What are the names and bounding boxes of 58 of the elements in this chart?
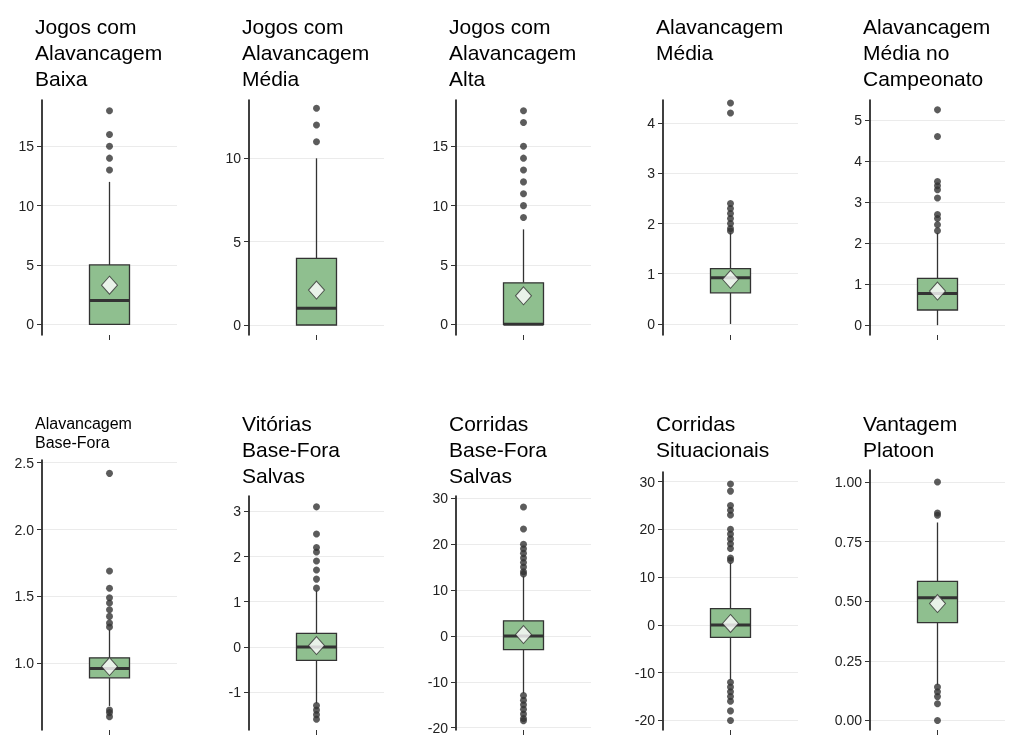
y-tick-label: 3 [854,194,863,211]
y-tick-label: 4 [647,115,656,132]
chart-title: Jogos com Alavancagem Alta [449,14,583,90]
chart-title: Alavancagem Média no Campeonato [863,14,997,90]
y-tick-label: 1.5 [14,588,35,605]
y-tick-label: -1 [228,684,242,701]
y-tick-label: 5 [440,256,449,273]
y-tick-label: -10 [634,664,656,681]
y-tick-label: 0 [647,315,656,332]
y-tick-label: 15 [432,138,449,155]
y-tick-label: -10 [427,673,449,690]
y-tick-label: 5 [233,233,242,250]
y-tick-label: 3 [233,503,242,520]
y-tick-label: 30 [639,473,656,490]
y-tick-label: 2 [233,548,242,565]
chart-title: Vantagem Platoon [863,411,964,461]
y-tick-label: 20 [639,521,656,538]
y-tick-label: 30 [432,490,449,507]
chart-title: Alavancagem Média [656,14,790,64]
y-tick-label: 1.00 [834,473,863,490]
y-tick-label: 10 [432,197,449,214]
y-tick-label: 10 [225,150,242,167]
chart-title: Jogos com Alavancagem Média [242,14,376,90]
y-tick-label: 5 [26,256,35,273]
chart-title: Alavancagem Base-Fora [35,415,137,451]
y-tick-label: 0.50 [834,593,863,610]
chart-title: Corridas Situacionais [656,411,770,461]
y-tick-label: 2.0 [14,521,35,538]
y-tick-label: 0.25 [834,652,863,669]
chart-title: Jogos com Alavancagem Baixa [35,14,169,90]
y-tick-label: 10 [639,569,656,586]
y-tick-label: 2.5 [14,454,35,471]
y-tick-label: 0 [440,627,449,644]
y-tick-label: 0 [647,616,656,633]
y-tick-label: 0 [26,316,35,333]
y-tick-label: 2 [854,235,863,252]
chart-title: Corridas Base-Fora Salvas [449,411,553,487]
y-tick-label: 10 [432,582,449,599]
y-tick-label: 1 [647,265,656,282]
y-tick-label: 0.75 [834,533,863,550]
y-tick-label: 0 [233,317,242,333]
y-tick-label: 2 [647,215,656,232]
y-tick-label: 5 [854,112,863,129]
y-tick-label: 3 [647,165,656,182]
y-tick-label: 0 [854,317,863,334]
y-tick-label: 1 [854,276,863,293]
y-tick-label: 0 [440,316,449,333]
y-tick-label: 1 [233,593,242,610]
y-tick-label: 1.0 [14,655,35,672]
y-tick-label: 0 [233,638,242,655]
y-tick-label: 4 [854,153,863,170]
y-tick-label: 20 [432,536,449,553]
chart-title: Vitórias Base-Fora Salvas [242,411,346,487]
y-tick-label: -20 [634,712,656,729]
y-tick-label: -20 [427,719,449,736]
y-tick-label: 0.00 [834,712,863,729]
y-tick-label: 15 [18,138,35,155]
y-tick-label: 10 [18,197,35,214]
